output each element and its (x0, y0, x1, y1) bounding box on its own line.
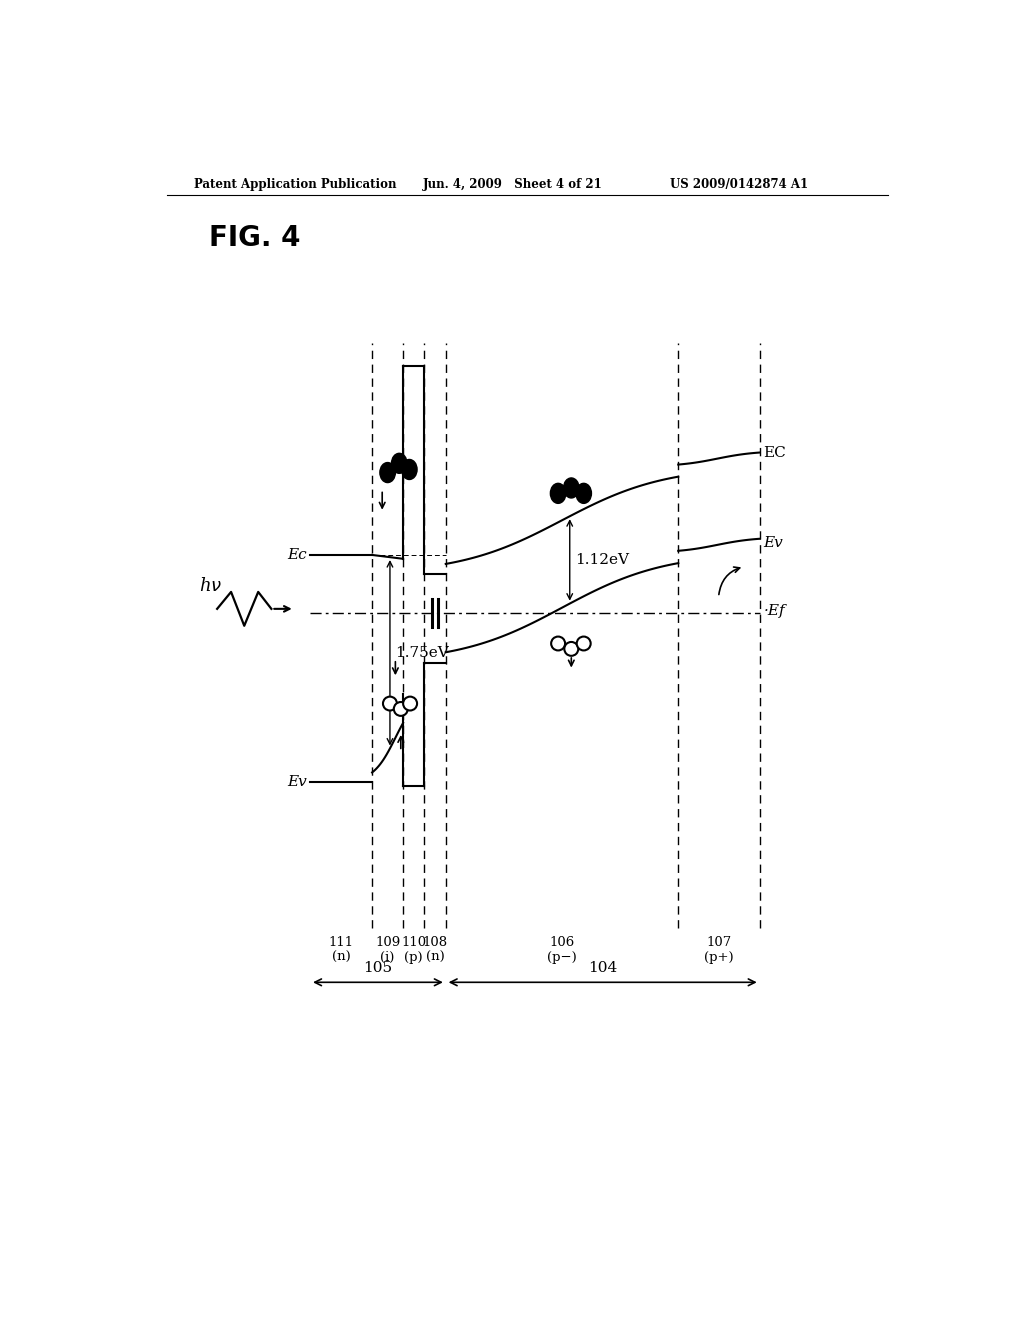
Circle shape (403, 697, 417, 710)
Text: Jun. 4, 2009   Sheet 4 of 21: Jun. 4, 2009 Sheet 4 of 21 (423, 178, 602, 190)
Ellipse shape (380, 462, 395, 483)
Text: h$\nu$: h$\nu$ (200, 577, 222, 595)
Ellipse shape (401, 459, 417, 479)
Text: Patent Application Publication: Patent Application Publication (194, 178, 396, 190)
Text: 104: 104 (588, 961, 617, 974)
Circle shape (394, 702, 408, 715)
Text: 111
(n): 111 (n) (329, 936, 353, 964)
Text: Ec: Ec (287, 548, 306, 562)
Text: US 2009/0142874 A1: US 2009/0142874 A1 (671, 178, 809, 190)
Text: 107
(p+): 107 (p+) (705, 936, 734, 964)
Ellipse shape (563, 478, 579, 498)
Text: 1.75eV: 1.75eV (395, 645, 450, 660)
Text: 105: 105 (364, 961, 392, 974)
Ellipse shape (575, 483, 592, 503)
Text: ·Ef: ·Ef (764, 605, 785, 618)
Text: 106
(p−): 106 (p−) (547, 936, 577, 964)
Text: Ev: Ev (287, 775, 306, 789)
Ellipse shape (391, 453, 407, 474)
Text: 108
(n): 108 (n) (422, 936, 447, 964)
Circle shape (383, 697, 397, 710)
Text: 1.12eV: 1.12eV (575, 553, 629, 566)
Circle shape (564, 642, 579, 656)
Circle shape (551, 636, 565, 651)
Circle shape (577, 636, 591, 651)
Text: FIG. 4: FIG. 4 (209, 224, 301, 252)
Text: Ev: Ev (764, 536, 783, 550)
Text: 109
(i): 109 (i) (375, 936, 400, 964)
Text: EC: EC (764, 446, 786, 459)
Text: 110
(p): 110 (p) (401, 936, 426, 964)
Ellipse shape (550, 483, 566, 503)
